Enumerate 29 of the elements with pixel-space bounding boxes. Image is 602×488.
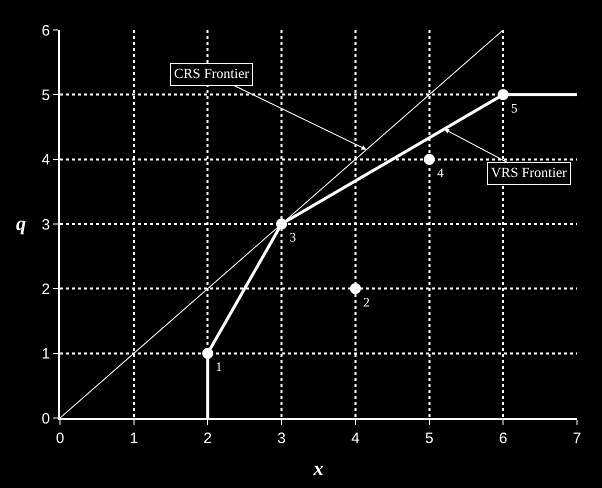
point bbox=[424, 154, 435, 165]
point bbox=[498, 89, 509, 100]
data-label: 2 bbox=[363, 294, 370, 310]
y-tick-label: 1 bbox=[42, 346, 50, 363]
x-tick-label: 7 bbox=[572, 430, 582, 447]
y-axis-title: q bbox=[16, 213, 26, 235]
y-tick-label: 2 bbox=[42, 280, 50, 298]
data-label: 1 bbox=[216, 358, 222, 374]
y-tick-label: 5 bbox=[42, 86, 50, 104]
y-tick-label: 4 bbox=[42, 152, 50, 169]
x-tick-label: 5 bbox=[425, 430, 434, 447]
y-tick-label: 6 bbox=[42, 22, 50, 40]
annotation: VRS Frontier bbox=[491, 166, 568, 181]
y-tick-label: 3 bbox=[42, 216, 50, 234]
data-label: 5 bbox=[511, 100, 518, 116]
point bbox=[202, 348, 214, 359]
x-axis-title: x bbox=[312, 458, 324, 480]
x-tick-label: 2 bbox=[204, 430, 212, 447]
x-tick-label: 3 bbox=[277, 430, 286, 447]
data-label: 4 bbox=[437, 164, 444, 180]
y-tick-label: 0 bbox=[42, 410, 50, 428]
x-tick-label: 6 bbox=[498, 430, 508, 447]
annotation: CRS Frontier bbox=[174, 67, 250, 82]
x-tick-label: 4 bbox=[351, 430, 360, 447]
point bbox=[350, 283, 361, 294]
point bbox=[276, 218, 288, 230]
data-label: 3 bbox=[289, 230, 296, 245]
x-tick-label: 1 bbox=[130, 430, 138, 447]
x-tick-label: 0 bbox=[56, 430, 64, 447]
